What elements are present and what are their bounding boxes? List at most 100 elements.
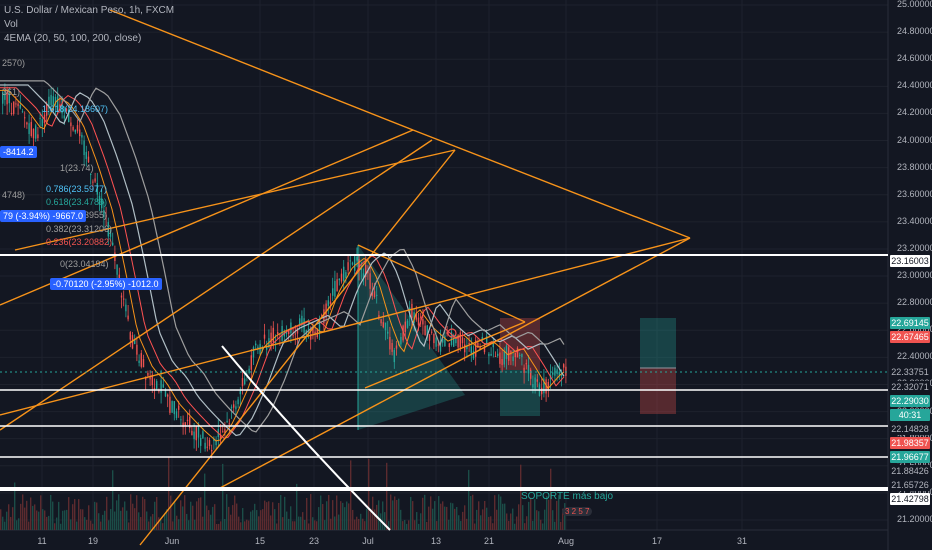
volume-bar [54, 523, 56, 530]
volume-bar [228, 506, 230, 530]
volume-bar [58, 501, 60, 530]
candle-body [422, 318, 424, 325]
candle-body [365, 264, 367, 277]
volume-bar [316, 521, 318, 530]
candle-body [252, 347, 255, 358]
time-tick: 19 [87, 536, 99, 546]
candle-body [556, 369, 558, 375]
volume-bar [6, 511, 8, 530]
candle-body [228, 423, 230, 425]
candle-body [442, 338, 444, 343]
candle-body [565, 366, 567, 376]
candle-body [28, 123, 30, 135]
candle-body [448, 343, 450, 347]
candle-body [160, 380, 162, 393]
volume-bar [426, 521, 428, 530]
candle-body [547, 382, 549, 390]
volume-bar [328, 494, 330, 530]
volume-bar [158, 517, 160, 530]
ema-100-line [0, 84, 565, 437]
volume-bar [106, 496, 108, 530]
volume-bar [166, 509, 168, 530]
price-tick: 24.40000 [897, 80, 932, 91]
candle-body [558, 371, 560, 376]
volume-bar [60, 523, 62, 530]
long-position-target [640, 318, 676, 368]
candle-body [488, 353, 490, 357]
candle-body [279, 333, 281, 336]
volume-bar [20, 503, 22, 530]
orange-trendline [412, 129, 691, 239]
candle-body [455, 337, 457, 344]
volume-bar [304, 519, 306, 530]
volume-bar [264, 500, 266, 530]
candle-body [563, 364, 565, 368]
candle-body [492, 341, 494, 348]
volume-bar [490, 516, 492, 530]
candle-body [52, 96, 54, 109]
candle-body [371, 292, 373, 296]
candle-body [239, 390, 241, 395]
measure-tool-label-3[interactable]: -8414.2 [0, 146, 37, 158]
candle-body [30, 122, 32, 136]
candle-body [85, 151, 87, 159]
measure-tool-label-2[interactable]: 79 (-3.94%) -9667.0 [0, 210, 87, 222]
volume-bar [226, 494, 228, 530]
candle-body [167, 394, 169, 397]
volume-bar [66, 509, 68, 530]
candle-body [461, 337, 464, 344]
volume-bar [326, 501, 328, 530]
candle-body [83, 140, 85, 155]
orange-trendline [364, 321, 526, 389]
volume-bar [544, 509, 546, 530]
volume-bar [240, 522, 242, 530]
candle-body [433, 333, 435, 344]
candle-body [332, 288, 334, 296]
volume-bar [348, 503, 350, 530]
fib-level-0236: 0.236(23.20882) [46, 237, 113, 247]
candle-body [413, 312, 415, 324]
volume-bar [154, 501, 156, 530]
candle-body [299, 318, 301, 325]
symbol-title[interactable]: U.S. Dollar / Mexican Peso, 1h, FXCM [4, 5, 175, 16]
short-position-target [500, 370, 540, 416]
candle-body [241, 378, 244, 387]
candle-body [307, 328, 310, 330]
orange-trendline [219, 237, 691, 489]
volume-bar [68, 497, 70, 530]
candle-body [459, 332, 461, 348]
price-tick: 24.20000 [897, 107, 932, 118]
volume-bar [22, 494, 24, 530]
volume-bar [306, 497, 308, 530]
volume-bar [36, 510, 38, 530]
candle-body [173, 401, 175, 415]
volume-bar [506, 513, 508, 530]
candle-body [76, 125, 79, 132]
candle-body [340, 273, 343, 282]
volume-bar [232, 505, 234, 530]
volume-bar [244, 521, 246, 530]
volume-bar [526, 516, 528, 530]
ema-indicator-label[interactable]: 4EMA (20, 50, 100, 200, close) [4, 33, 142, 44]
candle-body [536, 379, 538, 382]
volume-bar [312, 517, 314, 530]
measure-tool-label-1[interactable]: -0.70120 (-2.95%) -1012.0 [50, 278, 162, 290]
volume-bar [246, 519, 248, 530]
volume-bar [384, 512, 386, 530]
volume-bar [290, 506, 292, 530]
events-markers[interactable]: 3 2 5 7 [562, 507, 593, 516]
ema-20-line [0, 89, 565, 442]
volume-bar [70, 519, 72, 530]
candle-body [541, 387, 543, 395]
price-tick: 24.60000 [897, 53, 932, 64]
volume-indicator-label[interactable]: Vol [4, 19, 18, 30]
volume-bar [408, 520, 410, 530]
volume-bar [112, 470, 114, 530]
volume-bar [418, 523, 420, 530]
volume-bar [398, 498, 400, 530]
fib-level-1618: 1.618(24.18607) [42, 104, 109, 114]
volume-bar [124, 501, 126, 530]
volume-bar [118, 494, 120, 530]
candle-body [158, 390, 160, 392]
